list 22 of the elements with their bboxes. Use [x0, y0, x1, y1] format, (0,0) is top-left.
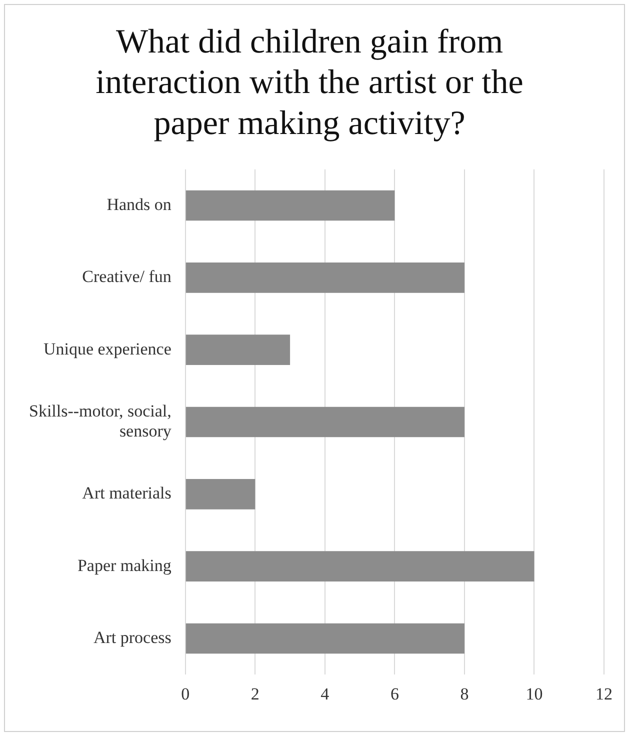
bar — [186, 551, 534, 582]
bar — [186, 190, 395, 221]
y-tick-label: Skills--motor, social, sensory — [28, 401, 172, 441]
x-tick-label: 4 — [320, 684, 330, 704]
x-tick-label: 12 — [596, 684, 612, 704]
y-tick-label: Art process — [93, 628, 172, 647]
x-tick-label: 6 — [390, 684, 399, 704]
bar — [186, 334, 290, 365]
y-tick-label: Hands on — [106, 194, 172, 214]
bar — [186, 479, 256, 510]
y-tick-label: Unique experience — [43, 339, 172, 358]
y-tick-label: Creative/ fun — [82, 267, 172, 286]
x-tick-label: 8 — [460, 684, 469, 704]
y-tick-label: Paper making — [77, 556, 172, 575]
x-tick-label: 10 — [526, 684, 543, 704]
bar — [186, 406, 464, 438]
x-tick-label: 0 — [181, 684, 190, 704]
bar — [186, 623, 464, 654]
chart-title: What did children gain from interaction with the artist or the paper making activity? — [96, 23, 524, 142]
bar — [186, 262, 464, 293]
x-tick-label: 2 — [250, 684, 260, 704]
y-tick-label: Art materials — [82, 484, 172, 503]
